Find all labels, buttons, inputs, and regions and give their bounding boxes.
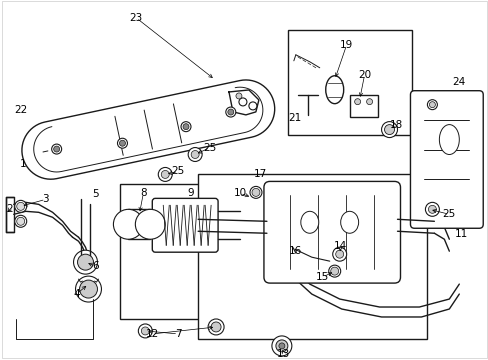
Circle shape — [236, 93, 242, 99]
Circle shape — [73, 250, 97, 274]
Circle shape — [191, 150, 199, 158]
Text: 21: 21 — [287, 113, 301, 123]
Circle shape — [75, 276, 101, 302]
Polygon shape — [22, 80, 274, 179]
Text: 10: 10 — [233, 188, 246, 198]
Circle shape — [354, 99, 360, 105]
Text: 22: 22 — [14, 105, 27, 114]
Circle shape — [54, 146, 60, 152]
Circle shape — [330, 267, 338, 275]
Circle shape — [239, 98, 246, 106]
Circle shape — [249, 186, 262, 198]
Circle shape — [119, 140, 125, 146]
Circle shape — [251, 188, 260, 196]
Circle shape — [427, 205, 435, 213]
Text: 25: 25 — [203, 143, 216, 153]
Circle shape — [278, 343, 285, 349]
Text: 8: 8 — [140, 188, 146, 198]
Text: 25: 25 — [171, 166, 184, 176]
Circle shape — [135, 209, 165, 239]
Circle shape — [181, 122, 191, 132]
Circle shape — [141, 327, 149, 335]
Ellipse shape — [340, 211, 358, 233]
Circle shape — [225, 107, 235, 117]
Circle shape — [211, 322, 221, 332]
FancyBboxPatch shape — [152, 198, 218, 252]
Text: 18: 18 — [389, 120, 402, 130]
Circle shape — [425, 202, 439, 216]
Text: 13: 13 — [277, 349, 290, 359]
FancyBboxPatch shape — [264, 181, 400, 283]
Ellipse shape — [439, 125, 458, 154]
Circle shape — [328, 265, 340, 277]
Circle shape — [138, 324, 152, 338]
Text: 7: 7 — [175, 329, 181, 339]
Bar — [120, 184, 267, 319]
Text: 25: 25 — [442, 209, 455, 219]
Text: 19: 19 — [339, 40, 352, 50]
Circle shape — [227, 109, 233, 115]
Circle shape — [52, 144, 61, 154]
Circle shape — [188, 148, 202, 162]
Bar — [349, 95, 377, 117]
Circle shape — [248, 102, 256, 110]
Text: 1: 1 — [20, 159, 26, 170]
Text: 24: 24 — [452, 77, 465, 87]
Circle shape — [158, 167, 172, 181]
Circle shape — [161, 170, 169, 179]
Circle shape — [183, 124, 188, 130]
Bar — [287, 30, 411, 135]
Circle shape — [335, 250, 343, 258]
Circle shape — [17, 202, 25, 210]
Ellipse shape — [325, 76, 343, 104]
Text: 16: 16 — [288, 246, 302, 256]
Circle shape — [384, 125, 394, 135]
Circle shape — [113, 209, 143, 239]
Text: 12: 12 — [145, 329, 159, 339]
Circle shape — [271, 336, 291, 356]
Text: 2: 2 — [6, 204, 13, 214]
Text: 20: 20 — [357, 70, 370, 80]
Circle shape — [332, 247, 346, 261]
Circle shape — [428, 102, 434, 108]
Text: 9: 9 — [187, 188, 194, 198]
Circle shape — [208, 319, 224, 335]
Text: 11: 11 — [454, 229, 467, 239]
Text: 23: 23 — [129, 13, 142, 23]
Ellipse shape — [300, 211, 318, 233]
Circle shape — [15, 215, 27, 227]
Text: 3: 3 — [42, 194, 49, 204]
Circle shape — [80, 280, 97, 298]
Circle shape — [117, 138, 127, 148]
Text: 15: 15 — [315, 272, 329, 282]
Circle shape — [381, 122, 397, 138]
Text: 17: 17 — [253, 170, 266, 179]
Bar — [198, 175, 427, 339]
Text: 6: 6 — [92, 261, 99, 271]
Circle shape — [17, 217, 25, 225]
Circle shape — [15, 201, 27, 212]
Bar — [128, 209, 150, 239]
Text: 5: 5 — [92, 189, 99, 199]
Bar — [6, 197, 14, 232]
Circle shape — [366, 99, 372, 105]
FancyBboxPatch shape — [409, 91, 482, 228]
Text: 4: 4 — [73, 289, 80, 299]
Text: 14: 14 — [333, 241, 346, 251]
Circle shape — [427, 100, 436, 110]
Circle shape — [78, 254, 93, 270]
Circle shape — [275, 340, 287, 352]
